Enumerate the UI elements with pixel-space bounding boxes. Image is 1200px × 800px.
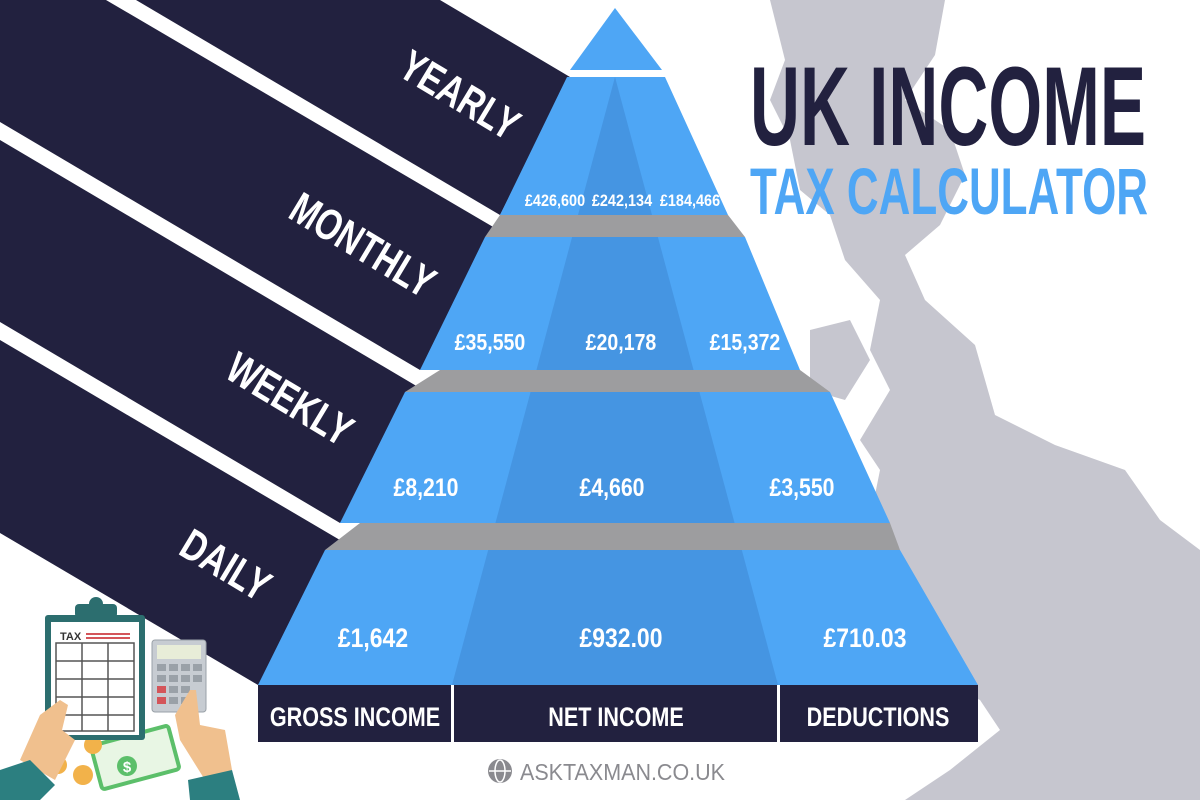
column-label-deductions: DEDUCTIONS (807, 703, 950, 733)
monthly-gross: £35,550 (455, 330, 526, 356)
daily-gross: £1,642 (338, 623, 408, 653)
divider (451, 685, 454, 742)
divider (777, 685, 780, 742)
footer-site-link[interactable]: ASKTAXMAN.CO.UK (520, 759, 726, 785)
hands (0, 690, 240, 800)
column-labels-bar (258, 685, 978, 742)
gray-band-2 (405, 370, 830, 392)
yearly-net: £242,134 (592, 192, 652, 210)
title-line2: TAX CALCULATOR (750, 154, 1148, 228)
yearly-gross: £426,600 (525, 192, 585, 210)
clipboard-icon: TAX (45, 597, 145, 740)
column-label-net: NET INCOME (548, 703, 684, 733)
weekly-gross: £8,210 (394, 473, 459, 501)
pyramid-apex (570, 8, 662, 70)
tax-illustration: $ TAX (0, 597, 240, 800)
stripe-yearly (136, 0, 570, 215)
calculator-icon (151, 639, 207, 713)
daily-deductions: £710.03 (824, 623, 907, 653)
weekly-deductions: £3,550 (770, 473, 835, 501)
stripe-monthly (0, 0, 512, 370)
uk-map (770, 0, 1200, 800)
monthly-net: £20,178 (586, 330, 657, 356)
weekly-net: £4,660 (580, 473, 645, 501)
svg-text:$: $ (123, 759, 132, 776)
monthly-deductions: £15,372 (710, 330, 781, 356)
footer: ASKTAXMAN.CO.UK (488, 759, 726, 785)
stripe-weekly (0, 140, 430, 523)
clipboard-label: TAX (60, 631, 82, 643)
daily-net: £932.00 (580, 623, 663, 653)
gray-band-1 (485, 215, 745, 237)
yearly-deductions: £184,466 (660, 192, 720, 210)
stripe-daily (0, 340, 362, 685)
gray-band-3 (325, 523, 900, 550)
column-label-gross: GROSS INCOME (270, 703, 440, 733)
title-line1: UK INCOME (750, 44, 1146, 169)
